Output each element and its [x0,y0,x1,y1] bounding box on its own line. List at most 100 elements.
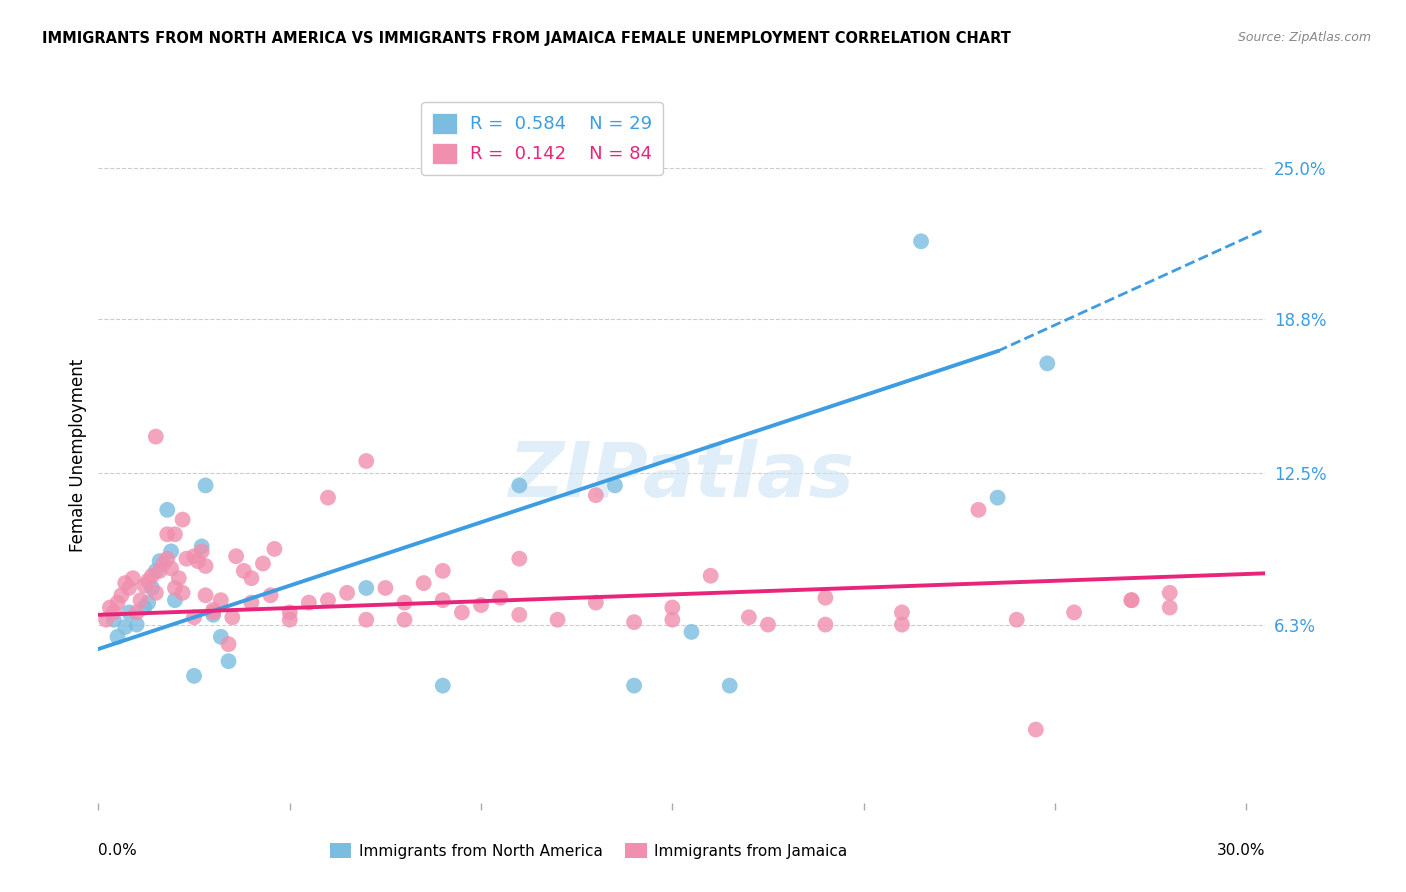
Point [202,603,225,617]
Point [336,586,359,600]
Point [156,527,179,541]
Point [183,669,205,683]
Point [94,613,117,627]
Point [221,610,243,624]
Point [1063,606,1085,620]
Point [394,613,416,627]
Point [194,478,217,492]
Point [134,600,156,615]
Point [661,600,683,615]
Point [1159,586,1181,600]
Point [910,235,932,249]
Point [118,581,141,595]
Point [278,606,301,620]
Point [1121,593,1143,607]
Point [890,617,912,632]
Point [118,606,141,620]
Point [107,630,129,644]
Point [1005,613,1028,627]
Point [103,613,125,627]
Point [125,606,148,620]
Point [218,654,240,668]
Point [259,588,281,602]
Legend: Immigrants from North America, Immigrants from Jamaica: Immigrants from North America, Immigrant… [323,837,853,864]
Point [163,593,186,607]
Point [141,581,163,595]
Point [412,576,434,591]
Point [183,549,205,564]
Point [232,564,254,578]
Point [278,613,301,627]
Text: 0.0%: 0.0% [98,843,138,858]
Point [718,679,741,693]
Point [202,606,225,620]
Point [987,491,1010,505]
Point [167,571,190,585]
Point [98,600,121,615]
Point [190,540,212,554]
Text: ZIPatlas: ZIPatlas [509,439,855,513]
Point [149,564,172,578]
Point [107,596,129,610]
Point [163,581,186,595]
Point [152,557,174,571]
Point [156,551,179,566]
Point [451,606,474,620]
Point [814,591,837,605]
Y-axis label: Female Unemployment: Female Unemployment [69,359,87,551]
Point [218,637,240,651]
Point [603,478,626,492]
Point [699,568,721,582]
Point [547,613,569,627]
Point [163,527,186,541]
Point [394,596,416,610]
Point [176,551,198,566]
Point [252,557,274,571]
Point [681,624,703,639]
Point [190,544,212,558]
Point [103,606,125,620]
Point [508,478,530,492]
Point [508,607,530,622]
Point [240,596,263,610]
Point [145,564,167,578]
Point [110,588,132,602]
Text: IMMIGRANTS FROM NORTH AMERICA VS IMMIGRANTS FROM JAMAICA FEMALE UNEMPLOYMENT COR: IMMIGRANTS FROM NORTH AMERICA VS IMMIGRA… [42,31,1011,46]
Point [316,593,339,607]
Point [136,574,159,588]
Point [489,591,512,605]
Point [145,586,167,600]
Point [172,513,194,527]
Point [967,503,990,517]
Point [202,607,225,622]
Point [432,679,454,693]
Text: 30.0%: 30.0% [1218,843,1265,858]
Point [738,610,761,624]
Point [149,554,172,568]
Point [623,679,645,693]
Point [623,615,645,629]
Point [263,541,285,556]
Point [354,613,377,627]
Point [1025,723,1047,737]
Point [187,554,209,568]
Point [432,564,454,578]
Point [432,593,454,607]
Point [814,617,837,632]
Point [194,559,217,574]
Point [1121,593,1143,607]
Point [194,588,217,602]
Point [183,610,205,624]
Point [160,544,183,558]
Point [125,617,148,632]
Point [585,596,607,610]
Point [209,630,232,644]
Point [134,578,156,592]
Point [141,568,163,582]
Point [114,576,136,591]
Point [890,606,912,620]
Point [756,617,779,632]
Point [240,571,263,585]
Point [354,454,377,468]
Point [172,586,194,600]
